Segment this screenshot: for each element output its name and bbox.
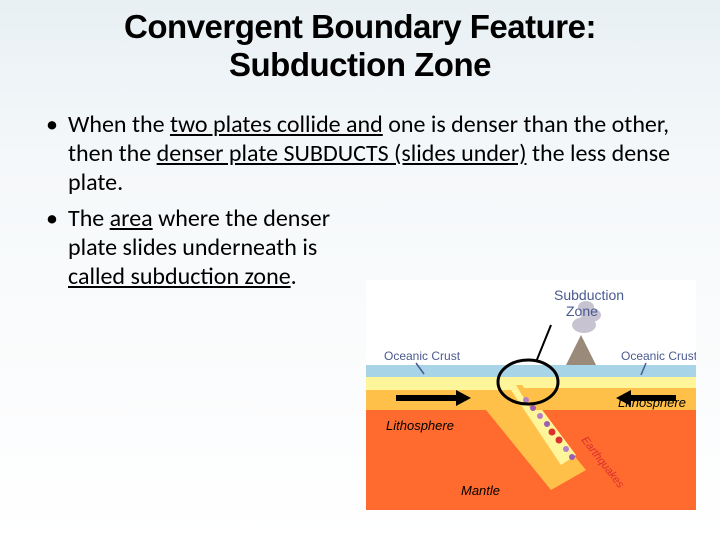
title-line-1: Convergent Boundary Feature: [20, 8, 700, 46]
title-line-2: Subduction Zone [20, 46, 700, 84]
bullet-list: When the two plates collide and one is d… [42, 110, 678, 292]
slide-content: When the two plates collide and one is d… [0, 84, 720, 292]
label-oceanic-right: Oceanic Crust [621, 349, 696, 363]
label-mantle: Mantle [461, 483, 500, 498]
b2-u2: called subduction zone [68, 262, 291, 291]
label-zone: Zone [566, 303, 598, 319]
b1-u2: denser plate SUBDUCTS (slides under) [157, 139, 527, 168]
b2-t1: The [68, 204, 110, 233]
b1-t1: When the [68, 110, 170, 139]
label-lithosphere-left: Lithosphere [386, 418, 454, 433]
slide-title: Convergent Boundary Feature: Subduction … [0, 0, 720, 84]
b2-u1: area [110, 204, 153, 233]
water-layer [366, 365, 696, 377]
bullet-1: When the two plates collide and one is d… [42, 110, 678, 198]
bullet-2: The area where the denser plate slides u… [42, 204, 362, 292]
label-oceanic-left: Oceanic Crust [384, 349, 461, 363]
b2-t3: . [291, 262, 297, 291]
subduction-diagram: Subduction Zone Oceanic Crust Oceanic Cr… [366, 280, 696, 510]
label-subduction: Subduction [554, 287, 624, 303]
label-lithosphere-right: Lithosphere [618, 395, 686, 410]
b1-u1: two plates collide and [170, 110, 383, 139]
